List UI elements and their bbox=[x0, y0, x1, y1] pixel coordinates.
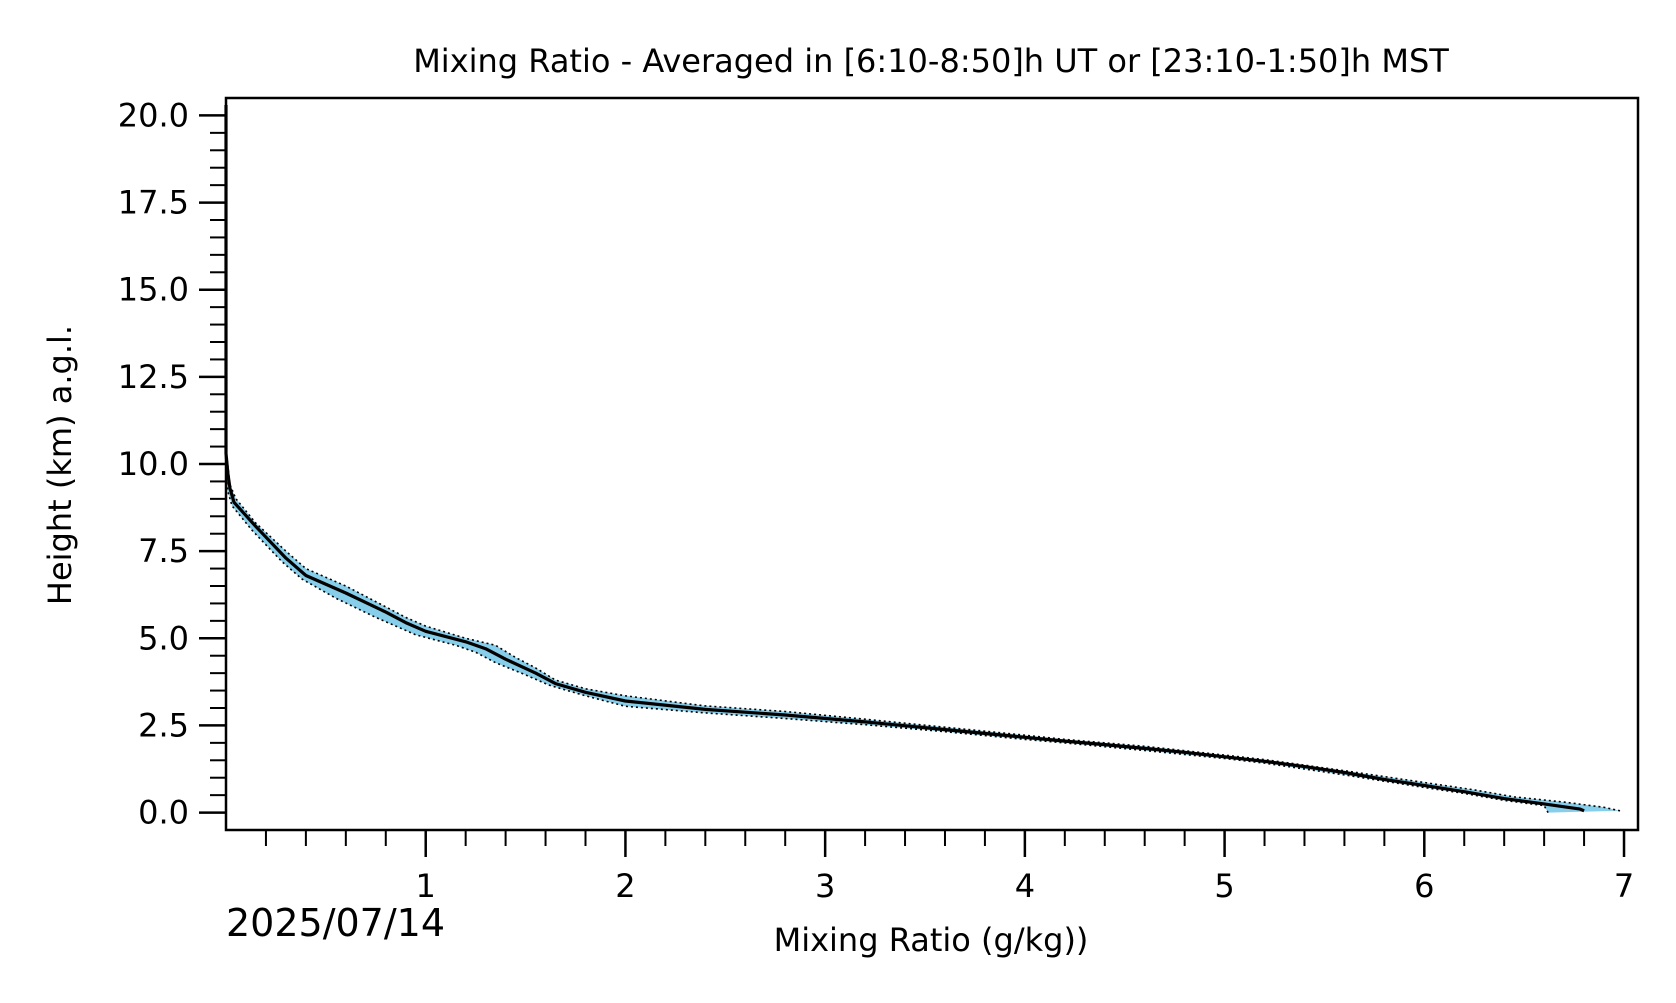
y-tick-label: 0.0 bbox=[138, 794, 189, 832]
x-tick-label: 1 bbox=[416, 867, 436, 905]
y-tick-label: 20.0 bbox=[118, 96, 189, 134]
plot-area bbox=[224, 105, 1621, 813]
date-label: 2025/07/14 bbox=[226, 901, 445, 945]
x-tick-label: 3 bbox=[815, 867, 835, 905]
y-tick-label: 15.0 bbox=[118, 271, 189, 309]
y-axis-label: Height (km) a.g.l. bbox=[41, 325, 79, 605]
y-tick-label: 10.0 bbox=[118, 445, 189, 483]
x-axis-label: Mixing Ratio (g/kg)) bbox=[774, 921, 1089, 959]
y-tick-label: 17.5 bbox=[118, 184, 189, 222]
y-tick-label: 7.5 bbox=[138, 532, 189, 570]
uncertainty-band bbox=[226, 450, 1620, 813]
upper-bound-line bbox=[225, 450, 1621, 812]
mean-profile-line bbox=[224, 105, 1585, 813]
plot-frame bbox=[224, 96, 1640, 832]
x-tick-label: 7 bbox=[1614, 867, 1634, 905]
chart-title: Mixing Ratio - Averaged in [6:10-8:50]h … bbox=[413, 42, 1449, 80]
axes: 1 2 3 4 5 6 7 0.0 2.5 5.0 7.5 10.0 12.5 15.0 17.5 20.0 bbox=[118, 96, 1640, 905]
lower-bound-line bbox=[225, 477, 1549, 813]
x-tick-label: 4 bbox=[1015, 867, 1035, 905]
y-tick-label: 2.5 bbox=[138, 706, 189, 744]
x-tick-label: 6 bbox=[1414, 867, 1434, 905]
x-tick-label: 2 bbox=[615, 867, 635, 905]
y-tick-label: 12.5 bbox=[118, 358, 189, 396]
y-tick-label: 5.0 bbox=[138, 619, 189, 657]
x-tick-label: 5 bbox=[1214, 867, 1234, 905]
